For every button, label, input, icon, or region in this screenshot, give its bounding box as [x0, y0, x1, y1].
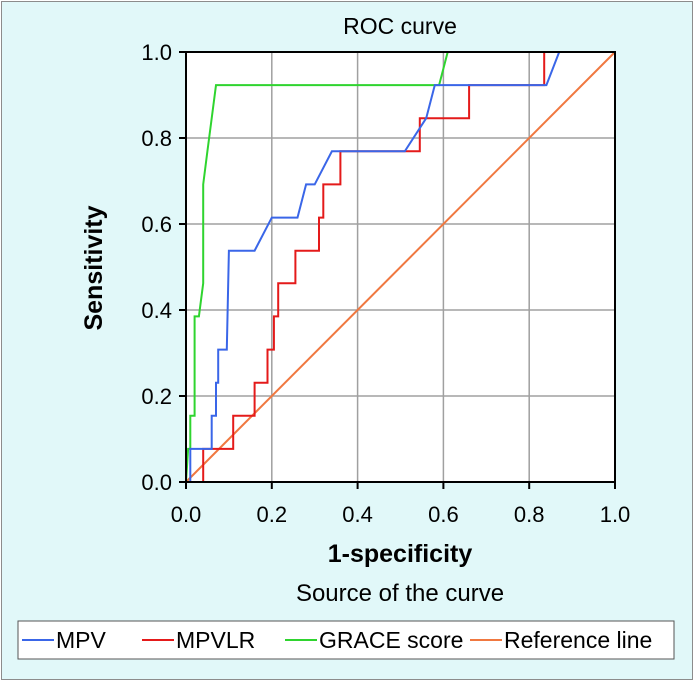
x-tick-label: 0.6 — [428, 502, 459, 527]
series-line-mpv — [186, 51, 615, 483]
x-tick-label: 0.4 — [342, 502, 373, 527]
x-tick-label: 0.8 — [514, 502, 545, 527]
x-axis-label: 1-specificity — [328, 540, 473, 568]
y-tick-label: 0.6 — [141, 212, 172, 237]
y-axis-label: Sensitivity — [80, 205, 108, 330]
y-tick-label: 1.0 — [141, 40, 172, 65]
x-tick-label: 0.0 — [171, 502, 202, 527]
legend-label-mpvlr: MPVLR — [176, 627, 255, 653]
legend-box — [17, 620, 675, 660]
y-tick-label: 0.8 — [141, 126, 172, 151]
x-tick-label: 1.0 — [600, 502, 631, 527]
y-tick-label: 0.4 — [141, 298, 172, 323]
y-tick-label: 0.0 — [141, 470, 172, 495]
x-tick-label: 0.2 — [257, 502, 288, 527]
legend-label-reference-line: Reference line — [504, 627, 652, 653]
legend-label-grace-score: GRACE score — [319, 627, 463, 653]
legend-title: Source of the curve — [296, 580, 504, 607]
y-tick-label: 0.2 — [141, 384, 172, 409]
series-line-reference-line — [185, 51, 616, 483]
plot-border — [185, 51, 616, 483]
chart-title: ROC curve — [343, 13, 457, 39]
series-line-grace-score — [185, 51, 615, 483]
legend-label-mpv: MPV — [56, 627, 107, 653]
series-line-mpvlr — [186, 51, 615, 483]
